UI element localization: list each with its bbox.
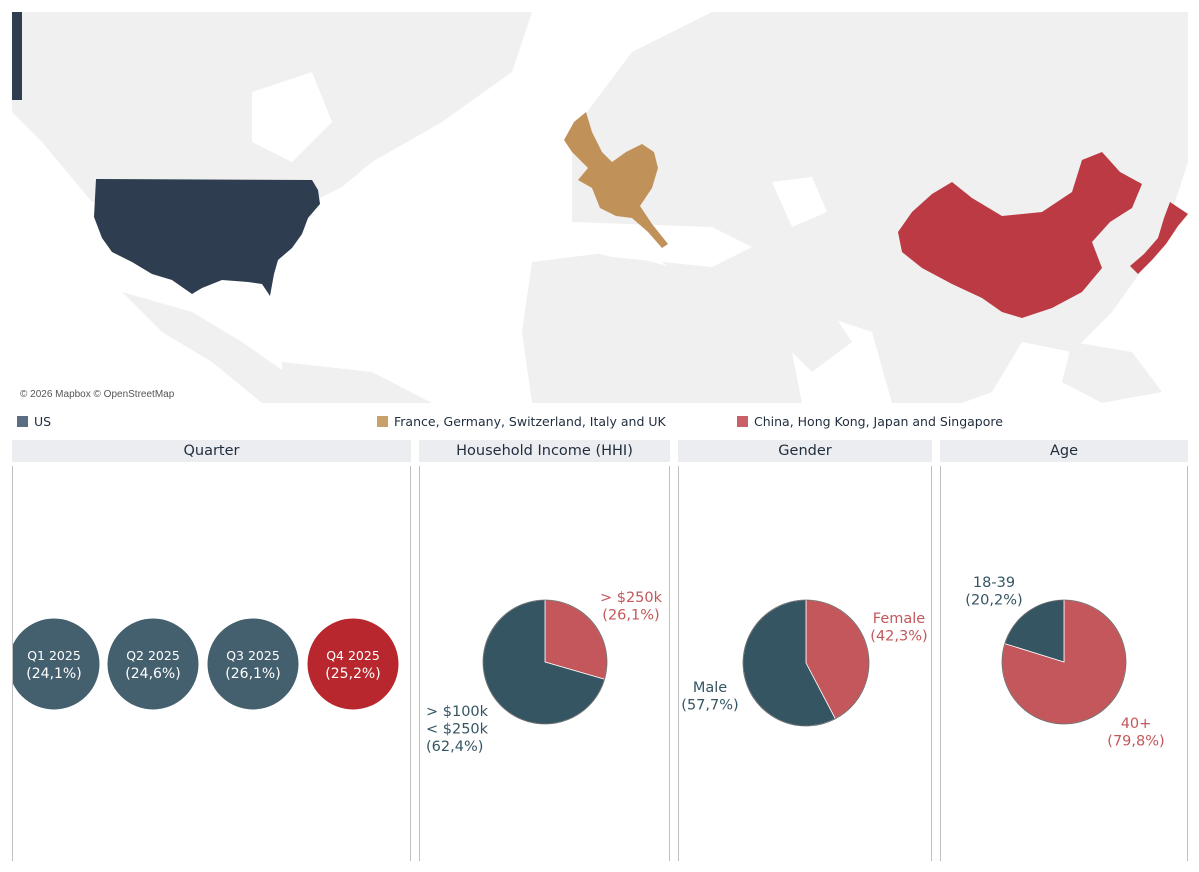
legend-item-asia[interactable]: China, Hong Kong, Japan and Singapore xyxy=(737,414,1003,429)
legend-label: France, Germany, Switzerland, Italy and … xyxy=(394,414,666,429)
legend-item-europe[interactable]: France, Germany, Switzerland, Italy and … xyxy=(377,414,666,429)
world-map[interactable]: © 2026 Mapbox © OpenStreetMap xyxy=(12,12,1188,403)
quarter-bubble[interactable] xyxy=(206,617,300,711)
map-legend: US France, Germany, Switzerland, Italy a… xyxy=(0,414,1199,430)
quarter-bubble[interactable] xyxy=(306,617,400,711)
region-east-asia[interactable] xyxy=(898,152,1142,318)
pie-slice-label-line: (79,8%) xyxy=(1107,733,1164,749)
pie-slice-label-line: > $100k xyxy=(426,704,489,720)
pie-slice-label: > $250k (26,1%) xyxy=(600,590,663,623)
legend-swatch xyxy=(737,416,748,427)
panel-title: Household Income (HHI) xyxy=(419,440,670,462)
region-alaska-edge[interactable] xyxy=(12,12,22,100)
gender-pie-chart: Female (42,3%) Male (57,7%) xyxy=(681,599,928,727)
pie-slice-label-line: Male xyxy=(693,680,727,696)
pie-slice-label: 40+ (79,8%) xyxy=(1107,716,1164,749)
quarter-bubble[interactable] xyxy=(106,617,200,711)
legend-swatch xyxy=(17,416,28,427)
pie-slice-label-line: 40+ xyxy=(1121,716,1152,732)
gender-panel: Gender Female (42,3%) Male (57,7%) xyxy=(678,440,932,861)
pie-slice-label: 18-39 (20,2%) xyxy=(965,575,1022,608)
pie-slice-label-line: < $250k xyxy=(426,721,489,737)
legend-swatch xyxy=(377,416,388,427)
pie-slice-label: Female (42,3%) xyxy=(870,611,927,644)
panel-title: Age xyxy=(940,440,1188,462)
income-panel: Household Income (HHI) > $250k (26,1%) > $… xyxy=(419,440,670,861)
pie-slice-label: Male (57,7%) xyxy=(681,680,738,713)
pie-slice-label-line: (62,4%) xyxy=(426,739,483,755)
map-attribution: © 2026 Mapbox © OpenStreetMap xyxy=(20,389,175,400)
quarter-value-label: (24,1%) xyxy=(26,666,81,682)
pie-outline xyxy=(742,599,870,727)
age-panel: Age 40+ (79,8%) 18-39 (20,2%) xyxy=(940,440,1188,861)
panel-title: Gender xyxy=(678,440,932,462)
pie-slice-label-line: (20,2%) xyxy=(965,592,1022,608)
pie-slice-label-line: (42,3%) xyxy=(870,628,927,644)
quarter-label: Q1 2025 xyxy=(27,648,81,663)
quarter-label: Q2 2025 xyxy=(126,648,180,663)
pie-slice-label-line: (57,7%) xyxy=(681,697,738,713)
legend-label: China, Hong Kong, Japan and Singapore xyxy=(754,414,1003,429)
quarter-label: Q4 2025 xyxy=(326,648,380,663)
quarter-chart: Q1 2025 (24,1%) Q2 2025 (24,6%) Q3 2025 (26,1… xyxy=(13,617,400,711)
pie-outline xyxy=(482,599,608,725)
pie-slice-label: > $100k < $250k (62,4%) xyxy=(426,704,489,755)
quarter-value-label: (26,1%) xyxy=(225,666,280,682)
panel-title: Quarter xyxy=(12,440,411,462)
pie-slice-label-line: > $250k xyxy=(600,590,663,606)
region-japan[interactable] xyxy=(1130,202,1188,274)
pie-outline xyxy=(1001,599,1127,725)
quarter-label: Q3 2025 xyxy=(226,648,280,663)
pie-slice-label-line: 18-39 xyxy=(973,575,1015,591)
quarter-value-label: (25,2%) xyxy=(325,666,380,682)
pie-slice-label-line: (26,1%) xyxy=(602,607,659,623)
region-us[interactable] xyxy=(94,179,320,296)
age-pie-chart: 40+ (79,8%) 18-39 (20,2%) xyxy=(965,575,1164,749)
legend-label: US xyxy=(34,414,52,429)
legend-item-us[interactable]: US xyxy=(17,414,51,429)
quarter-value-label: (24,6%) xyxy=(125,666,180,682)
quarter-panel: Quarter Q1 2025 (24,1%) Q2 2025 (24,6%) Q3 2… xyxy=(12,440,411,861)
map-canvas: © 2026 Mapbox © OpenStreetMap xyxy=(12,12,1188,403)
quarter-bubble[interactable] xyxy=(13,617,101,711)
pie-slice-label-line: Female xyxy=(873,611,926,627)
region-europe[interactable] xyxy=(564,112,668,248)
income-pie-chart: > $250k (26,1%) > $100k < $250k (62,4%) xyxy=(426,590,663,755)
